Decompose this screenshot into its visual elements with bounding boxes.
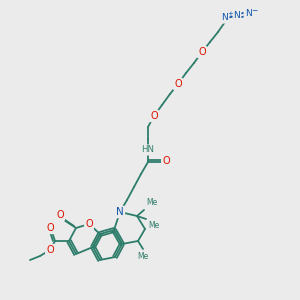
Text: N: N <box>244 10 251 19</box>
Text: O: O <box>46 245 54 255</box>
Text: O: O <box>150 111 158 121</box>
Text: −: − <box>251 7 257 16</box>
Text: O: O <box>162 156 170 166</box>
Text: N: N <box>116 207 124 217</box>
Text: Me: Me <box>146 198 157 207</box>
Text: O: O <box>85 219 93 229</box>
Text: +: + <box>227 11 233 17</box>
Text: O: O <box>198 47 206 57</box>
Text: Me: Me <box>137 252 148 261</box>
Text: Me: Me <box>148 221 159 230</box>
Text: O: O <box>174 79 182 89</box>
Text: N: N <box>234 11 240 20</box>
Text: HN: HN <box>142 146 154 154</box>
Text: O: O <box>56 210 64 220</box>
Text: N: N <box>222 14 228 22</box>
Text: O: O <box>46 223 54 233</box>
